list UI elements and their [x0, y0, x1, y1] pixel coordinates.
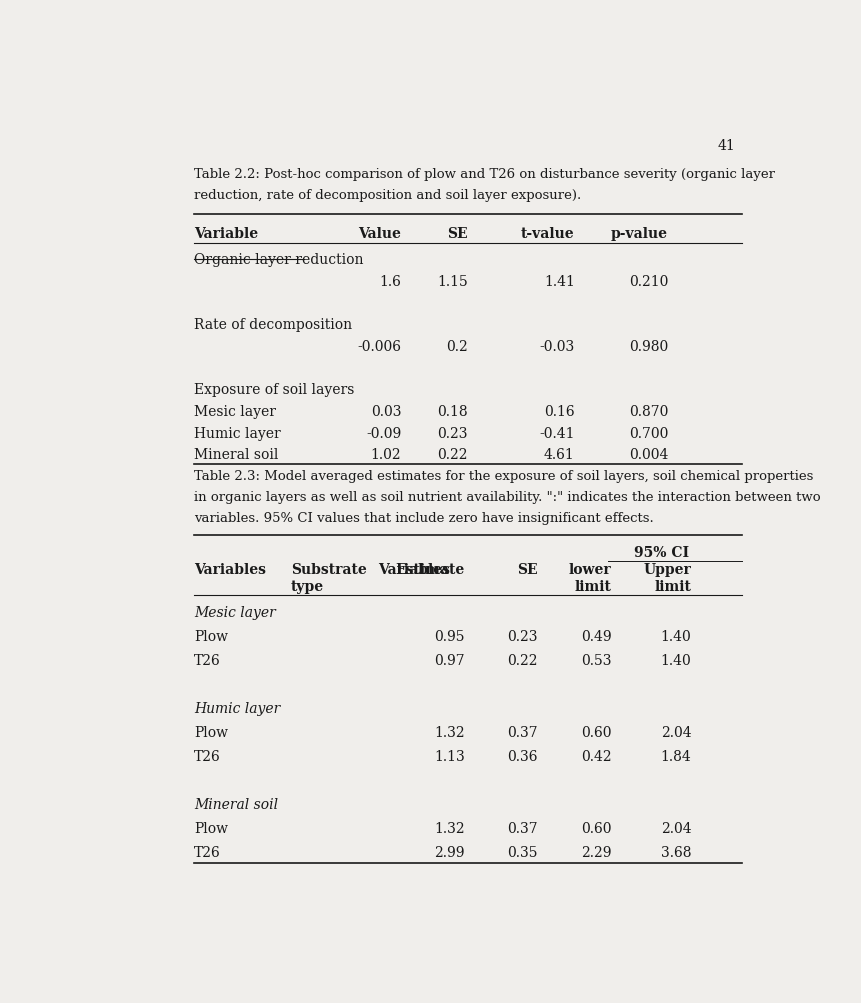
Text: Table 2.3: Model averaged estimates for the exposure of soil layers, soil chemic: Table 2.3: Model averaged estimates for …	[195, 469, 814, 482]
Text: Estimate: Estimate	[395, 562, 465, 576]
Text: 0.870: 0.870	[629, 404, 668, 418]
Text: 0.03: 0.03	[371, 404, 401, 418]
Text: Rate of decomposition: Rate of decomposition	[195, 318, 352, 332]
Text: 0.49: 0.49	[581, 629, 611, 643]
Text: Variables: Variables	[195, 562, 266, 576]
Text: 0.36: 0.36	[507, 749, 538, 763]
Text: variables. 95% CI values that include zero have insignificant effects.: variables. 95% CI values that include ze…	[195, 512, 654, 525]
Text: 1.6: 1.6	[380, 275, 401, 289]
Text: Plow: Plow	[195, 725, 228, 739]
Text: -0.03: -0.03	[540, 340, 575, 354]
Text: 1.15: 1.15	[437, 275, 468, 289]
Text: 95% CI: 95% CI	[634, 546, 689, 559]
Text: Mesic layer: Mesic layer	[195, 606, 276, 620]
Text: in organic layers as well as soil nutrient availability. ":" indicates the inter: in organic layers as well as soil nutrie…	[195, 490, 821, 504]
Text: 1.13: 1.13	[434, 749, 465, 763]
Text: Value: Value	[358, 227, 401, 241]
Text: SE: SE	[448, 227, 468, 241]
Text: 1.40: 1.40	[660, 629, 691, 643]
Text: T26: T26	[195, 749, 221, 763]
Text: Humic layer: Humic layer	[195, 701, 281, 715]
Text: 2.04: 2.04	[661, 820, 691, 834]
Text: Mesic layer: Mesic layer	[195, 404, 276, 418]
Text: -0.006: -0.006	[357, 340, 401, 354]
Text: Substrate: Substrate	[291, 562, 367, 576]
Text: 0.35: 0.35	[507, 845, 538, 859]
Text: Table 2.2: Post-hoc comparison of plow and T26 on disturbance severity (organic : Table 2.2: Post-hoc comparison of plow a…	[195, 169, 776, 182]
Text: 0.210: 0.210	[629, 275, 668, 289]
Text: 0.60: 0.60	[581, 820, 611, 834]
Text: -0.09: -0.09	[366, 426, 401, 440]
Text: 1.84: 1.84	[660, 749, 691, 763]
Text: lower: lower	[569, 562, 611, 576]
Text: T26: T26	[195, 653, 221, 667]
Text: 0.004: 0.004	[629, 447, 668, 461]
Text: Plow: Plow	[195, 629, 228, 643]
Text: 0.37: 0.37	[507, 820, 538, 834]
Text: Organic layer reduction: Organic layer reduction	[195, 253, 364, 267]
Text: Mineral soil: Mineral soil	[195, 797, 278, 810]
Text: 2.29: 2.29	[581, 845, 611, 859]
Text: 0.700: 0.700	[629, 426, 668, 440]
Text: reduction, rate of decomposition and soil layer exposure).: reduction, rate of decomposition and soi…	[195, 190, 582, 202]
Text: 0.980: 0.980	[629, 340, 668, 354]
Text: 0.22: 0.22	[507, 653, 538, 667]
Text: 0.2: 0.2	[446, 340, 468, 354]
Text: 0.95: 0.95	[434, 629, 465, 643]
Text: 0.23: 0.23	[507, 629, 538, 643]
Text: T26: T26	[195, 845, 221, 859]
Text: limit: limit	[574, 579, 611, 593]
Text: 2.04: 2.04	[661, 725, 691, 739]
Text: 0.16: 0.16	[544, 404, 575, 418]
Text: 0.23: 0.23	[437, 426, 468, 440]
Text: 1.32: 1.32	[434, 725, 465, 739]
Text: Mineral soil: Mineral soil	[195, 447, 279, 461]
Text: SE: SE	[517, 562, 538, 576]
Text: Variables: Variables	[378, 562, 449, 576]
Text: 2.99: 2.99	[434, 845, 465, 859]
Text: Humic layer: Humic layer	[195, 426, 282, 440]
Text: 1.41: 1.41	[544, 275, 575, 289]
Text: Upper: Upper	[644, 562, 691, 576]
Text: limit: limit	[654, 579, 691, 593]
Text: 1.40: 1.40	[660, 653, 691, 667]
Text: 1.32: 1.32	[434, 820, 465, 834]
Text: 3.68: 3.68	[661, 845, 691, 859]
Text: 4.61: 4.61	[544, 447, 575, 461]
Text: t-value: t-value	[521, 227, 575, 241]
Text: 41: 41	[717, 138, 734, 152]
Text: Variable: Variable	[195, 227, 258, 241]
Text: 0.53: 0.53	[581, 653, 611, 667]
Text: type: type	[291, 579, 325, 593]
Text: 0.18: 0.18	[437, 404, 468, 418]
Text: -0.41: -0.41	[539, 426, 575, 440]
Text: Exposure of soil layers: Exposure of soil layers	[195, 383, 355, 397]
Text: 1.02: 1.02	[370, 447, 401, 461]
Text: p-value: p-value	[611, 227, 668, 241]
Text: Plow: Plow	[195, 820, 228, 834]
Text: 0.97: 0.97	[434, 653, 465, 667]
Text: 0.60: 0.60	[581, 725, 611, 739]
Text: 0.22: 0.22	[437, 447, 468, 461]
Text: 0.37: 0.37	[507, 725, 538, 739]
Text: 0.42: 0.42	[581, 749, 611, 763]
